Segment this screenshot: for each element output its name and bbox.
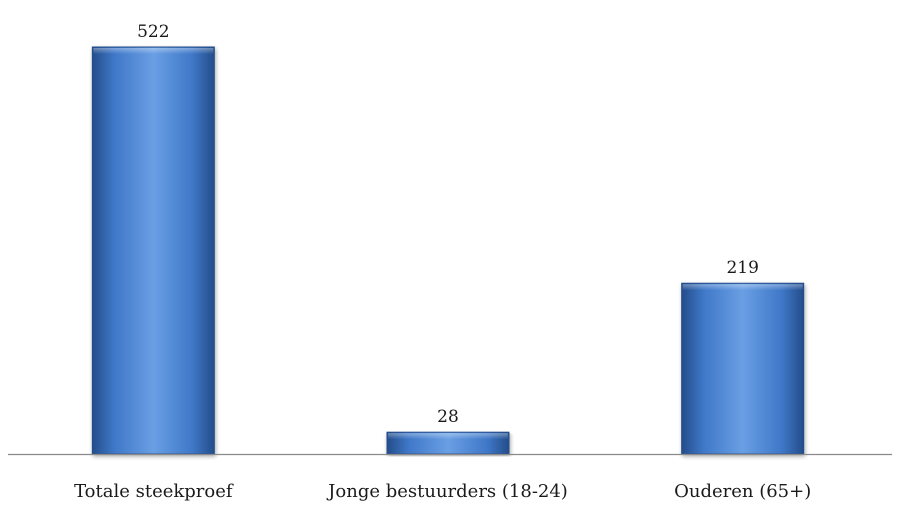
bar-bevel xyxy=(93,48,214,54)
bar-bevel xyxy=(388,433,508,440)
data-label-3: 219 xyxy=(726,258,758,278)
data-label-1: 522 xyxy=(137,22,169,42)
bar-body xyxy=(91,46,215,455)
bar-1 xyxy=(91,46,215,455)
data-label-2: 28 xyxy=(437,407,459,427)
bar-bevel xyxy=(682,284,803,291)
bar-2 xyxy=(386,431,510,455)
bar-3 xyxy=(681,282,805,455)
x-tick-label-2: Jonge bestuurders (18-24) xyxy=(326,481,568,502)
x-tick-label-3: Ouderen (65+) xyxy=(674,481,811,502)
bar-body xyxy=(681,282,805,455)
x-tick-label-1: Totale steekproef xyxy=(74,481,234,502)
